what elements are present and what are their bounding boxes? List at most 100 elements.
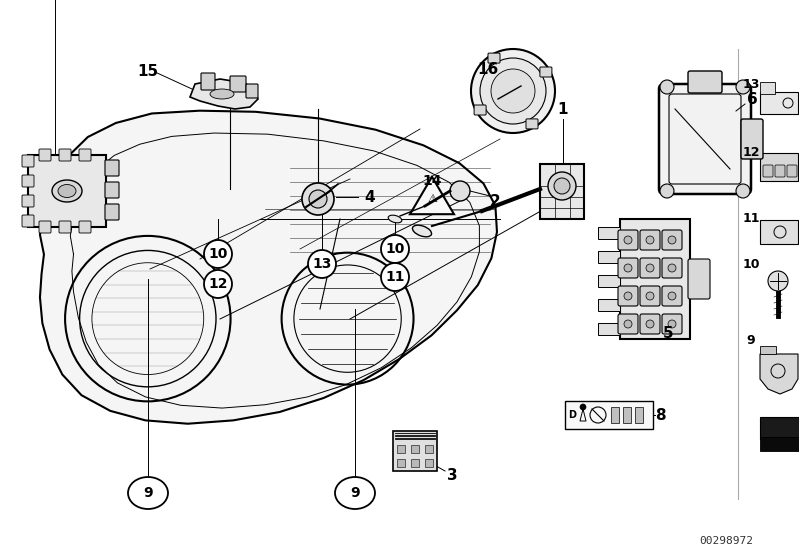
Circle shape <box>646 292 654 300</box>
Text: 9: 9 <box>747 334 755 348</box>
FancyBboxPatch shape <box>598 275 620 287</box>
FancyBboxPatch shape <box>618 258 638 278</box>
Text: ⚠: ⚠ <box>427 194 437 204</box>
Circle shape <box>646 320 654 328</box>
FancyBboxPatch shape <box>488 53 500 63</box>
FancyBboxPatch shape <box>59 221 71 233</box>
FancyBboxPatch shape <box>688 71 722 93</box>
Circle shape <box>624 236 632 244</box>
FancyBboxPatch shape <box>598 299 620 311</box>
Text: 9: 9 <box>350 486 360 500</box>
FancyBboxPatch shape <box>688 259 710 299</box>
Circle shape <box>646 264 654 272</box>
FancyBboxPatch shape <box>540 67 552 77</box>
Text: 9: 9 <box>143 486 153 500</box>
Bar <box>397 459 405 467</box>
FancyBboxPatch shape <box>39 149 51 161</box>
Text: 00298972: 00298972 <box>699 536 753 546</box>
Bar <box>623 407 631 423</box>
FancyBboxPatch shape <box>620 219 690 339</box>
Ellipse shape <box>388 215 402 223</box>
Polygon shape <box>190 79 258 109</box>
Text: 1: 1 <box>558 102 568 116</box>
FancyBboxPatch shape <box>618 286 638 306</box>
Bar <box>425 459 433 467</box>
Bar <box>397 445 405 453</box>
Bar <box>760 437 799 451</box>
Text: 8: 8 <box>654 408 666 423</box>
FancyBboxPatch shape <box>39 221 51 233</box>
FancyBboxPatch shape <box>775 165 785 177</box>
FancyBboxPatch shape <box>246 84 258 98</box>
Polygon shape <box>760 354 798 394</box>
Circle shape <box>381 263 409 291</box>
Circle shape <box>491 69 535 113</box>
FancyBboxPatch shape <box>760 153 798 181</box>
Bar <box>411 459 419 467</box>
FancyBboxPatch shape <box>618 230 638 250</box>
Bar <box>611 407 619 423</box>
FancyBboxPatch shape <box>659 84 751 194</box>
Circle shape <box>302 183 334 215</box>
FancyBboxPatch shape <box>79 221 91 233</box>
Circle shape <box>624 292 632 300</box>
Text: 15: 15 <box>137 64 158 79</box>
FancyBboxPatch shape <box>540 164 584 219</box>
Ellipse shape <box>58 184 76 197</box>
Circle shape <box>668 264 676 272</box>
Text: 10: 10 <box>742 258 760 271</box>
FancyBboxPatch shape <box>662 286 682 306</box>
Text: 11: 11 <box>385 270 405 284</box>
Text: 4: 4 <box>364 190 376 205</box>
Circle shape <box>580 404 586 410</box>
Circle shape <box>308 250 336 278</box>
Text: 10: 10 <box>209 247 228 261</box>
Text: 13: 13 <box>742 78 760 91</box>
FancyBboxPatch shape <box>618 314 638 334</box>
Circle shape <box>309 190 327 208</box>
FancyBboxPatch shape <box>763 165 773 177</box>
Ellipse shape <box>210 89 234 99</box>
Text: 10: 10 <box>385 242 404 256</box>
Circle shape <box>660 80 674 94</box>
Text: 6: 6 <box>746 92 757 107</box>
FancyBboxPatch shape <box>662 314 682 334</box>
Circle shape <box>668 236 676 244</box>
FancyBboxPatch shape <box>598 227 620 239</box>
FancyBboxPatch shape <box>201 73 215 90</box>
Circle shape <box>668 320 676 328</box>
FancyBboxPatch shape <box>28 155 106 227</box>
Circle shape <box>204 270 232 298</box>
Text: 14: 14 <box>422 174 442 188</box>
FancyBboxPatch shape <box>105 204 119 220</box>
Text: 16: 16 <box>477 61 499 77</box>
FancyBboxPatch shape <box>526 119 538 129</box>
FancyBboxPatch shape <box>640 314 660 334</box>
FancyBboxPatch shape <box>105 160 119 176</box>
Text: 5: 5 <box>662 326 674 342</box>
Circle shape <box>471 49 555 133</box>
FancyBboxPatch shape <box>230 76 246 92</box>
Text: 12: 12 <box>209 277 228 291</box>
Circle shape <box>554 178 570 194</box>
Text: 11: 11 <box>742 212 760 225</box>
Circle shape <box>381 235 409 263</box>
Circle shape <box>646 236 654 244</box>
FancyBboxPatch shape <box>105 182 119 198</box>
FancyBboxPatch shape <box>640 230 660 250</box>
Bar <box>411 445 419 453</box>
FancyBboxPatch shape <box>760 82 775 94</box>
Text: 3: 3 <box>447 468 457 484</box>
FancyBboxPatch shape <box>760 346 776 354</box>
FancyBboxPatch shape <box>598 251 620 263</box>
Circle shape <box>668 292 676 300</box>
Ellipse shape <box>335 477 375 509</box>
Circle shape <box>204 240 232 268</box>
FancyBboxPatch shape <box>59 149 71 161</box>
FancyBboxPatch shape <box>22 215 34 227</box>
FancyBboxPatch shape <box>474 105 486 115</box>
Ellipse shape <box>52 180 82 202</box>
FancyBboxPatch shape <box>640 286 660 306</box>
Circle shape <box>480 58 546 124</box>
Circle shape <box>736 184 750 198</box>
